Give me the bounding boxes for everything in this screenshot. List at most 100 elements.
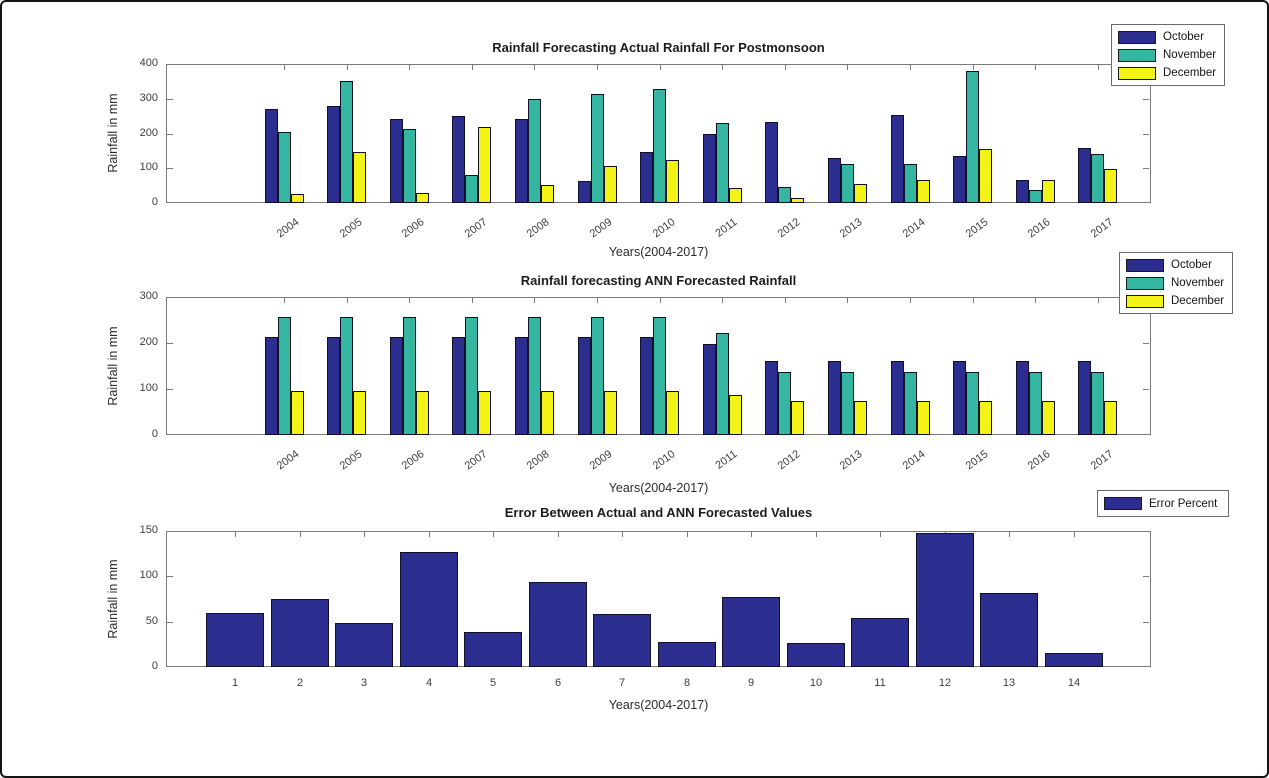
- bar-december-2016: [1042, 180, 1055, 203]
- x-tick-mark: [597, 65, 598, 70]
- bar-december-2012: [791, 198, 804, 203]
- bar-error-percent-6: [529, 582, 587, 667]
- bar-october-2013: [828, 361, 841, 435]
- x-tick-mark: [284, 65, 285, 70]
- x-tick-label: 7: [618, 677, 626, 689]
- bar-november-2007: [465, 317, 478, 435]
- chart1-x-axis-label: Years(2004-2017): [608, 245, 709, 259]
- bar-november-2009: [591, 317, 604, 435]
- x-tick-label: 10: [809, 677, 823, 689]
- bar-december-2007: [478, 127, 491, 203]
- x-tick-mark: [847, 65, 848, 70]
- bar-october-2013: [828, 158, 841, 203]
- x-tick-label: 2016: [1025, 448, 1053, 473]
- x-tick-label: 8: [683, 677, 691, 689]
- legend-entry-november: November: [1118, 48, 1218, 62]
- bar-october-2010: [640, 337, 653, 435]
- bar-november-2008: [528, 317, 541, 435]
- x-tick-mark: [910, 298, 911, 303]
- x-tick-mark: [660, 65, 661, 70]
- bar-december-2014: [917, 401, 930, 435]
- bar-november-2015: [966, 372, 979, 435]
- x-tick-label: 11: [874, 677, 886, 689]
- bar-december-2017: [1104, 169, 1117, 203]
- bar-error-percent-10: [787, 643, 845, 667]
- bar-error-percent-8: [658, 642, 716, 667]
- bar-december-2009: [604, 166, 617, 203]
- bar-december-2005: [353, 152, 366, 203]
- x-tick-mark: [409, 298, 410, 303]
- bar-november-2004: [278, 132, 291, 203]
- x-tick-mark: [660, 298, 661, 303]
- bar-error-percent-9: [722, 597, 780, 667]
- y-tick-label: 300: [139, 91, 158, 104]
- bar-october-2007: [452, 116, 465, 203]
- legend-entry-november: November: [1126, 276, 1226, 290]
- x-tick-label: 2012: [775, 448, 803, 473]
- bar-october-2011: [703, 344, 716, 435]
- bar-error-percent-1: [206, 613, 264, 667]
- x-tick-label: 9: [747, 677, 755, 689]
- bar-december-2006: [416, 391, 429, 435]
- bar-december-2012: [791, 401, 804, 435]
- y-tick-label: 0: [151, 428, 158, 440]
- bar-december-2010: [666, 160, 679, 203]
- bar-december-2011: [729, 188, 742, 203]
- legend-label: October: [1171, 259, 1212, 271]
- y-tick-label: 300: [139, 290, 158, 302]
- bar-november-2006: [403, 317, 416, 435]
- legend-label: November: [1171, 277, 1225, 289]
- bar-november-2014: [904, 164, 917, 203]
- x-tick-label: 2007: [462, 448, 490, 473]
- bar-november-2007: [465, 175, 478, 203]
- bar-november-2011: [716, 123, 729, 203]
- bar-october-2016: [1016, 180, 1029, 203]
- legend-label: October: [1163, 31, 1204, 43]
- x-tick-mark: [1009, 532, 1010, 537]
- y-tick-label: 150: [139, 524, 158, 536]
- bar-error-percent-4: [400, 552, 458, 667]
- x-tick-mark: [910, 65, 911, 70]
- x-tick-mark: [1074, 532, 1075, 537]
- y-tick-mark: [167, 133, 173, 135]
- x-tick-mark: [1098, 65, 1099, 70]
- bar-october-2010: [640, 152, 653, 203]
- x-tick-mark: [300, 532, 301, 537]
- bar-december-2007: [478, 391, 491, 435]
- x-tick-mark: [751, 532, 752, 537]
- bar-october-2004: [265, 337, 278, 435]
- bar-december-2008: [541, 185, 554, 203]
- y-tick-label: 0: [151, 660, 158, 672]
- bar-october-2009: [578, 181, 591, 203]
- december-swatch-icon: [1126, 294, 1164, 308]
- bar-december-2009: [604, 391, 617, 435]
- october-swatch-icon: [1118, 30, 1156, 44]
- y-tick-label: 100: [139, 161, 158, 174]
- bar-october-2015: [953, 156, 966, 203]
- y-tick-mark: [167, 343, 173, 344]
- x-tick-mark: [1035, 298, 1036, 303]
- bar-october-2015: [953, 361, 966, 435]
- november-swatch-icon: [1118, 48, 1156, 62]
- bar-error-percent-3: [335, 623, 393, 667]
- x-tick-label: 2009: [587, 448, 615, 473]
- bar-october-2006: [390, 119, 403, 203]
- bar-december-2005: [353, 391, 366, 435]
- y-tick-mark: [167, 576, 173, 578]
- x-tick-mark: [409, 65, 410, 70]
- bar-october-2005: [327, 337, 340, 435]
- bar-november-2016: [1029, 372, 1042, 435]
- chart1-legend: October November December: [1111, 24, 1225, 86]
- x-tick-label: 2014: [900, 448, 928, 473]
- error-percent-swatch-icon: [1104, 497, 1142, 510]
- y-tick-label: 0: [151, 196, 158, 208]
- bar-november-2016: [1029, 190, 1042, 203]
- chart2-y-axis-label: Rainfall in mm: [106, 326, 120, 406]
- bar-october-2008: [515, 337, 528, 435]
- x-tick-label: 2010: [650, 448, 678, 473]
- chart2-x-axis-label: Years(2004-2017): [608, 481, 709, 495]
- bar-november-2011: [716, 333, 729, 435]
- bar-november-2005: [340, 81, 353, 203]
- x-tick-label: 2017: [1088, 448, 1116, 473]
- x-tick-label: 6: [554, 677, 562, 689]
